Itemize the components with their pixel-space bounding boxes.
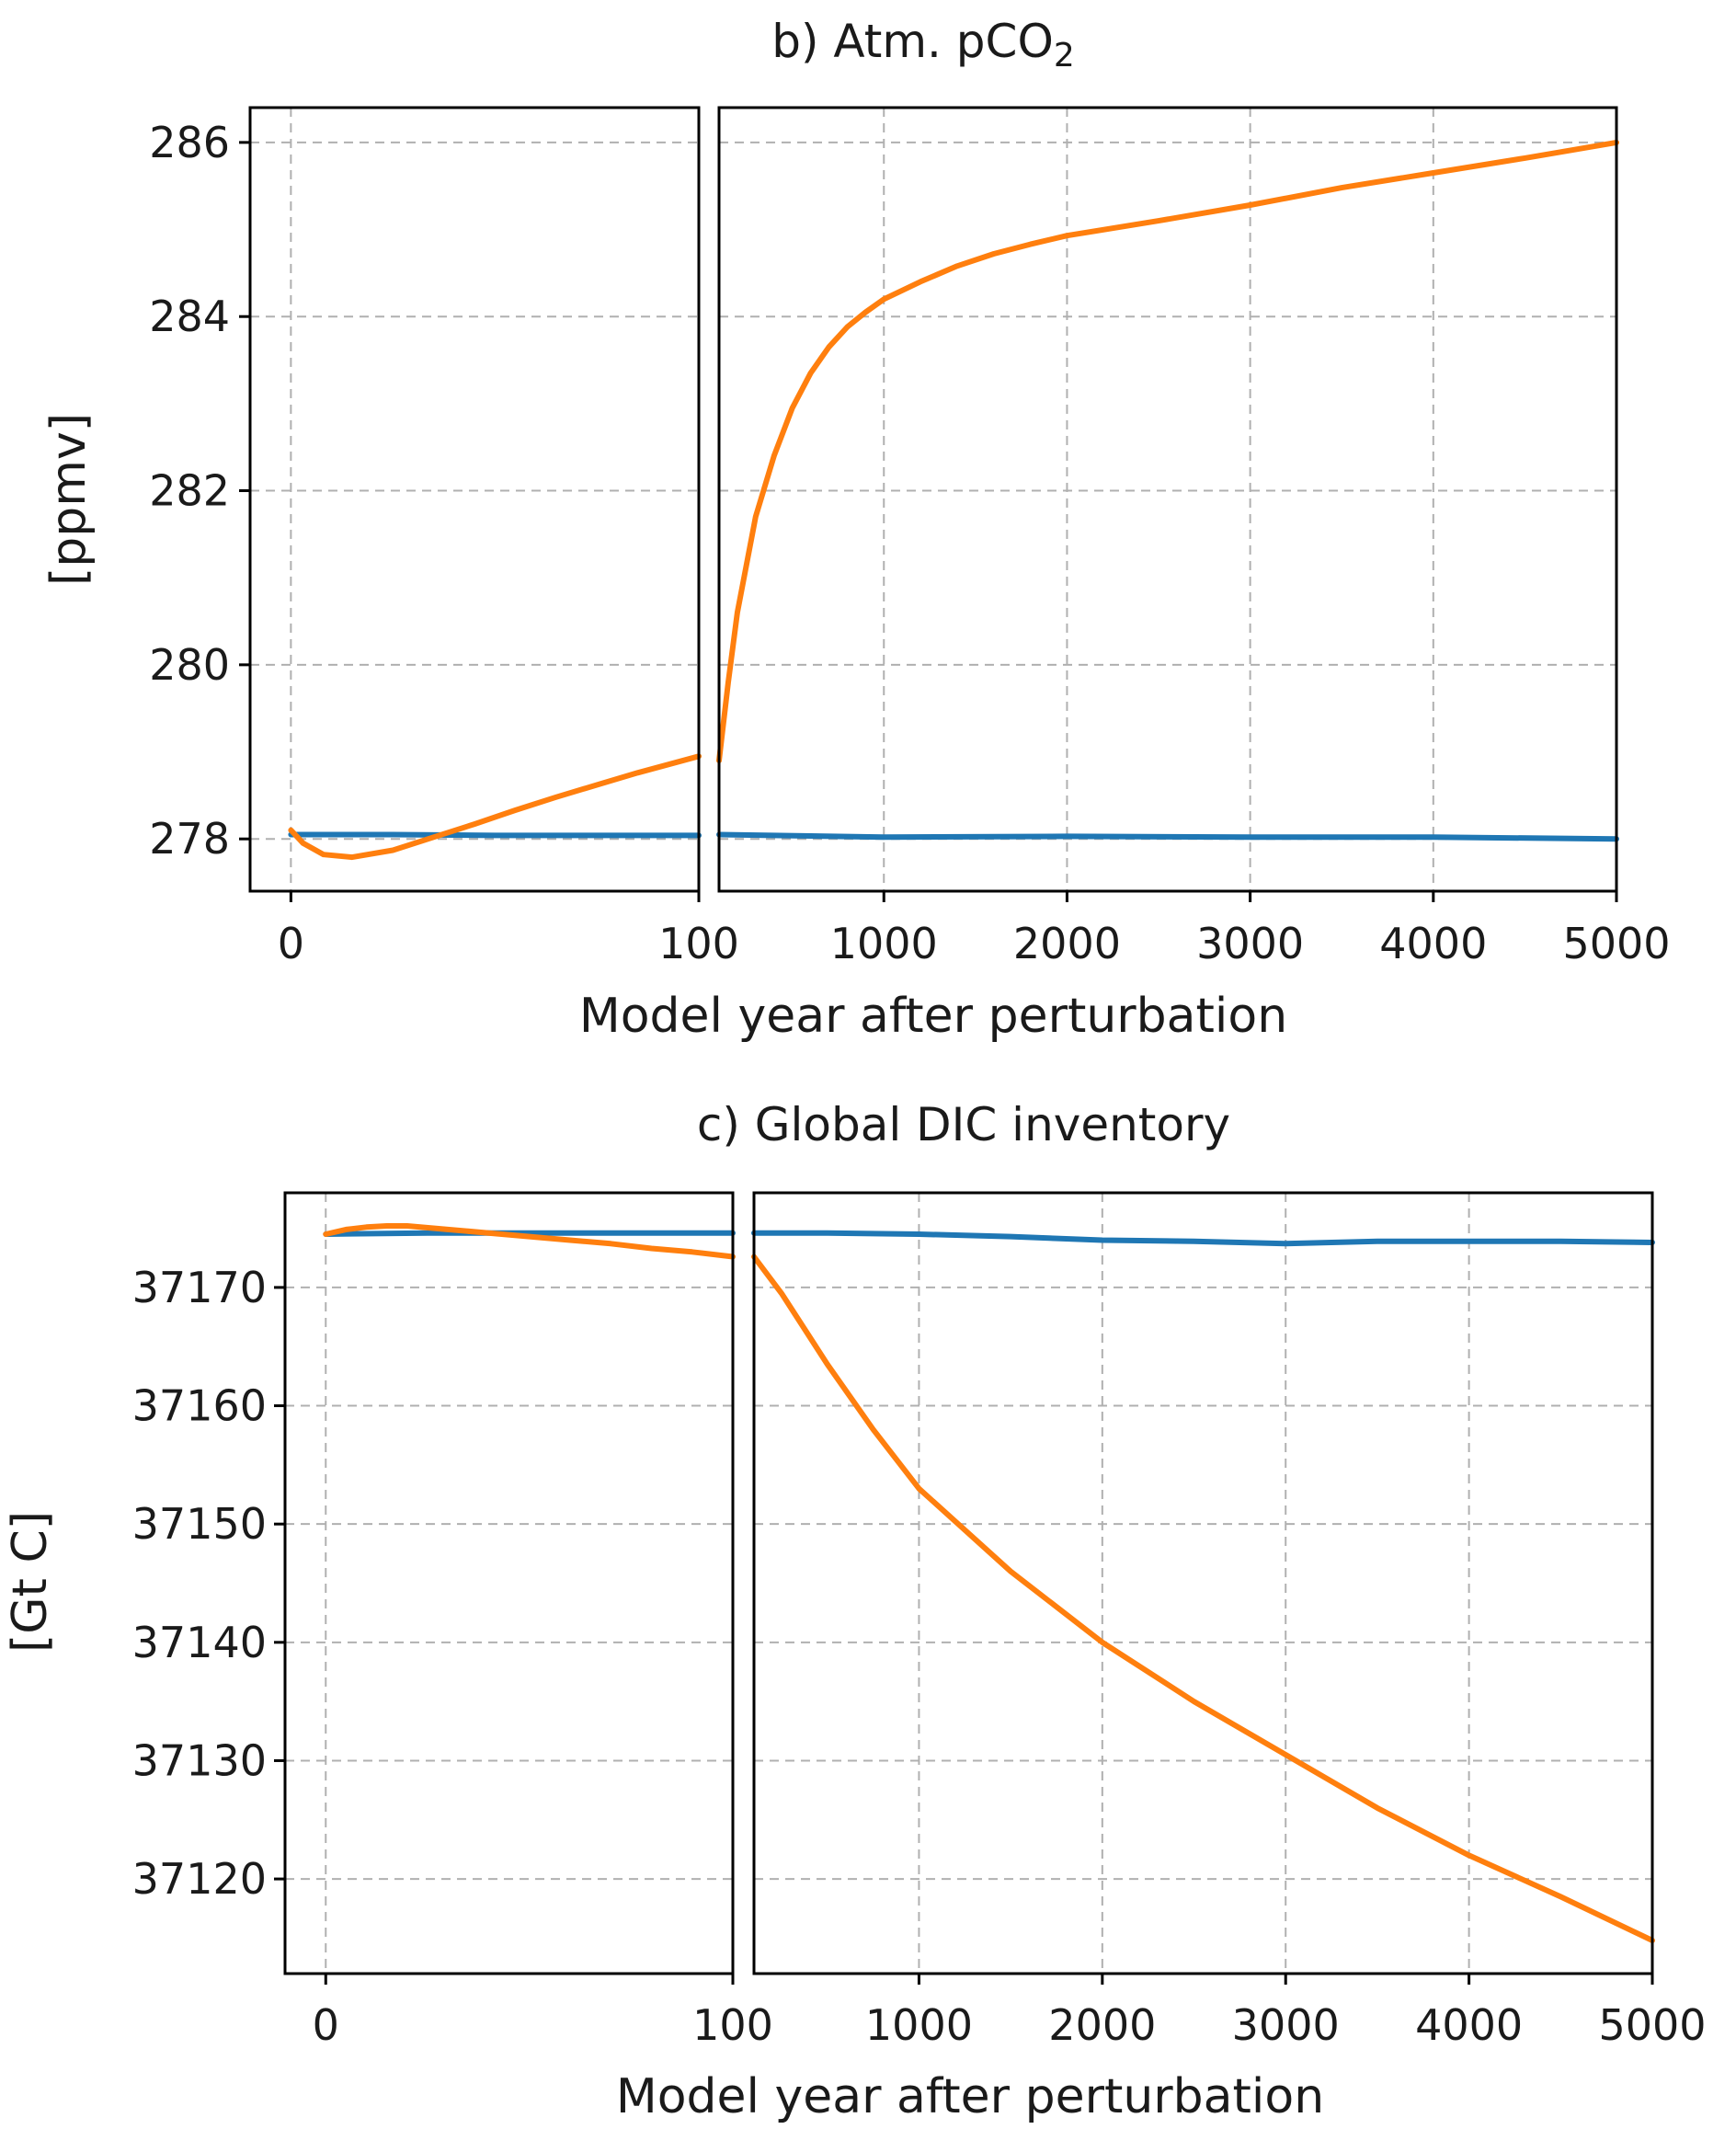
x-tick-label: 0 [278,919,304,968]
x-tick-label: 5000 [1598,2000,1706,2050]
x-tick-label: 2000 [1013,919,1121,968]
x-tick-label: 3000 [1196,919,1304,968]
axes-frame [283,1191,735,1975]
y-tick-label: 37140 [132,1618,267,1667]
y-tick-label: 37130 [132,1735,267,1785]
x-tick-label: 1000 [865,2000,973,2050]
y-tick-label: 37170 [132,1263,267,1312]
x-axis-label: Model year after perturbation [616,2069,1324,2124]
y-tick-label: 286 [149,118,230,167]
y-tick-label: 280 [149,640,230,690]
panel-1: 1000 2000 3000 4000 5000 [716,106,1671,968]
chart-global-dic-inventory: c) Global DIC inventory 0 100 37120 37130 37… [3,1098,1707,2124]
x-tick-label: 4000 [1379,919,1487,968]
chart-title: c) Global DIC inventory [697,1098,1230,1151]
series-line-baseline [288,831,702,839]
x-tick-label: 5000 [1562,919,1670,968]
x-tick-label: 100 [658,919,739,968]
y-tick-label: 282 [149,466,230,516]
x-tick-label: 0 [313,2000,339,2050]
series-line-perturbed [751,1253,1655,1943]
series-line-baseline [716,831,1619,842]
panel-0: 0 100 278 280 282 284 286 [149,106,739,968]
x-tick-label: 4000 [1415,2000,1523,2050]
y-tick-label: 37120 [132,1854,267,1904]
axes-frame [717,106,1618,893]
series-line-perturbed [288,753,702,861]
series-line-perturbed [323,1223,736,1260]
x-tick-label: 3000 [1232,2000,1340,2050]
chart-atm-pco2: b) Atm. pCO2 0 100 278 280 282 284 286 1000 2000… [41,15,1671,1044]
series-line-baseline [323,1230,736,1237]
x-tick-label: 100 [692,2000,773,2050]
axes-frame [752,1191,1654,1975]
y-tick-label: 278 [149,814,230,864]
series-line-baseline [751,1230,1655,1247]
axes-frame [248,106,701,893]
y-axis-label: [Gt C] [3,1511,58,1653]
x-axis-label: Model year after perturbation [579,989,1287,1044]
x-tick-label: 2000 [1048,2000,1156,2050]
x-tick-label: 1000 [830,919,938,968]
y-tick-label: 37150 [132,1499,267,1549]
panel-1: 1000 2000 3000 4000 5000 [751,1191,1707,2050]
y-tick-label: 284 [149,292,230,341]
y-axis-label: [ppmv] [41,413,97,586]
panel-0: 0 100 37120 37130 37140 37150 37160 37170 [132,1191,773,2050]
chart-title: b) Atm. pCO2 [771,15,1074,74]
series-line-perturbed [716,139,1619,763]
y-tick-label: 37160 [132,1381,267,1431]
